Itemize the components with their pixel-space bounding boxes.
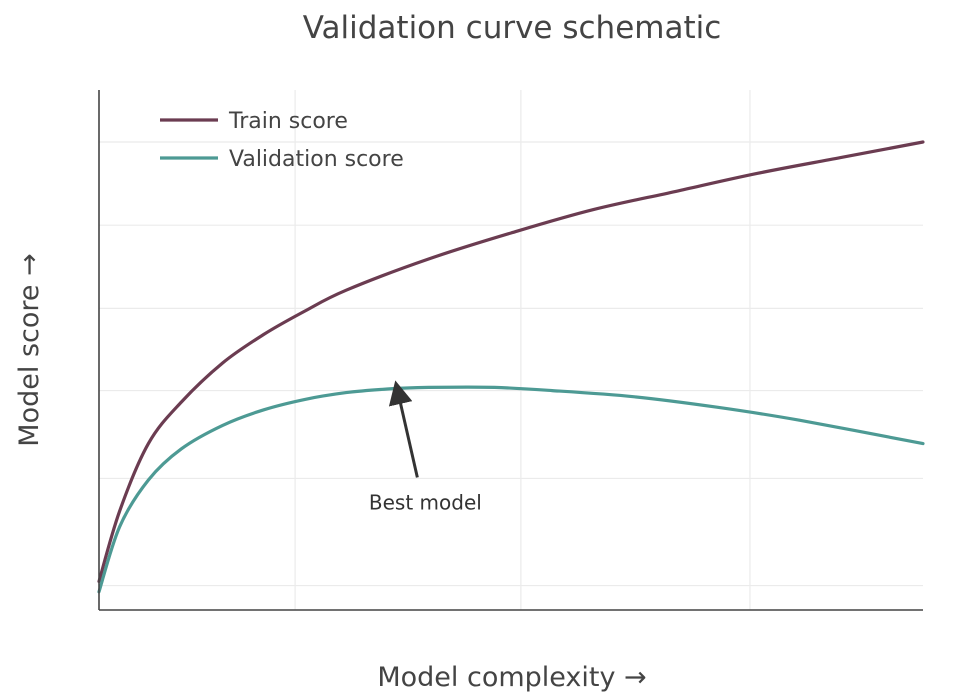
legend-label-validation-score: Validation score	[229, 147, 404, 172]
series-line-validation-score	[97, 385, 925, 594]
legend: Train score Validation score	[160, 109, 404, 172]
legend-label-train-score: Train score	[228, 109, 348, 134]
y-axis-label: Model score →	[14, 253, 45, 446]
annotation-arrow	[388, 380, 419, 478]
annotation-label: Best model	[369, 490, 482, 514]
chart-title: Validation curve schematic	[303, 10, 722, 46]
series-lines	[97, 140, 925, 594]
series-line-train-score	[97, 140, 925, 583]
gridlines	[99, 90, 923, 610]
annotations: Best model	[369, 380, 482, 514]
x-axis-label: Model complexity →	[377, 662, 646, 693]
